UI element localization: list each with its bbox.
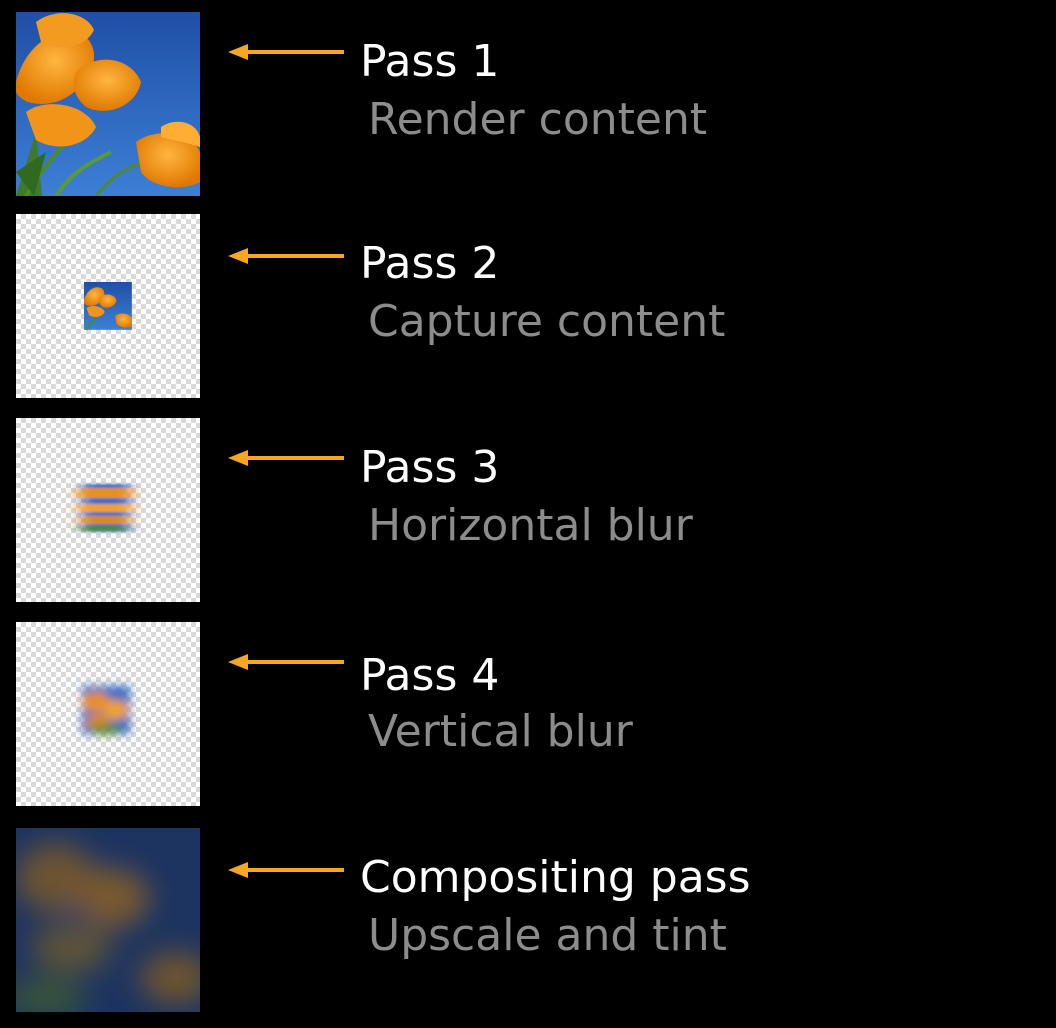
pass-description: Vertical blur: [368, 706, 633, 757]
pass-row-3: Pass 3 Horizontal blur: [0, 418, 1056, 602]
pass-title: Pass 2: [360, 238, 500, 289]
arrow-left-icon: [228, 450, 344, 466]
pass-description: Horizontal blur: [368, 500, 693, 551]
pass-title: Pass 1: [360, 36, 500, 87]
pass-description: Upscale and tint: [368, 910, 727, 961]
arrow-left-icon: [228, 44, 344, 60]
horizontal-blur-thumbnail: [16, 418, 200, 602]
arrow-left-icon: [228, 248, 344, 264]
pass-row-2: Pass 2 Capture content: [0, 214, 1056, 398]
pass-title: Compositing pass: [360, 852, 751, 903]
captured-content-thumbnail: [16, 214, 200, 398]
vertical-blur-thumbnail: [16, 622, 200, 806]
pass-row-4: Pass 4 Vertical blur: [0, 622, 1056, 806]
pass-description: Capture content: [368, 296, 726, 347]
arrow-left-icon: [228, 654, 344, 670]
pass-title: Pass 4: [360, 650, 500, 701]
compositing-thumbnail: [16, 828, 200, 1012]
pass-title: Pass 3: [360, 442, 500, 493]
pass-row-5: Compositing pass Upscale and tint: [0, 828, 1056, 1012]
pass-row-1: Pass 1 Render content: [0, 12, 1056, 196]
poppy-photo-thumbnail: [16, 12, 200, 196]
arrow-left-icon: [228, 862, 344, 878]
pass-description: Render content: [368, 94, 708, 145]
